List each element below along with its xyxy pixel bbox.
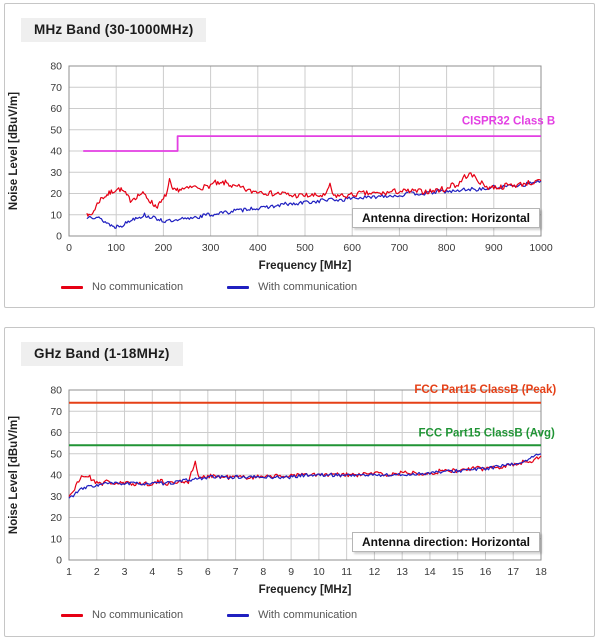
svg-text:50: 50 <box>50 448 62 460</box>
ghz-band-panel: GHz Band (1-18MHz) 1 2 3 4 5 6 7 8 9 10 11 12 13 14 15… <box>4 327 595 637</box>
plot-area-border <box>68 389 542 561</box>
svg-text:5: 5 <box>177 566 183 578</box>
antenna-direction-note: Antenna direction: Horizontal <box>352 208 540 228</box>
svg-text:4: 4 <box>149 566 155 578</box>
svg-text:12: 12 <box>369 566 381 578</box>
series-line <box>83 135 541 152</box>
svg-text:1000: 1000 <box>529 242 553 254</box>
svg-text:14: 14 <box>424 566 436 578</box>
mhz-chart-canvas: 0 100 200 300 400 500 600 700 800 900 1000 0 10 20 30 4… <box>8 61 555 273</box>
no-communication-swatch <box>61 285 83 289</box>
svg-text:11: 11 <box>341 566 352 578</box>
svg-text:9: 9 <box>288 566 294 578</box>
svg-text:15: 15 <box>452 566 464 578</box>
svg-text:80: 80 <box>50 385 62 397</box>
ghz-panel-title: GHz Band (1-18MHz) <box>21 342 183 366</box>
svg-text:0: 0 <box>56 555 62 567</box>
antenna-direction-note: Antenna direction: Horizontal <box>352 532 540 552</box>
no-communication-swatch <box>61 613 83 617</box>
svg-text:700: 700 <box>391 242 409 254</box>
legend-item-no-communication: No communication <box>61 609 183 621</box>
svg-text:70: 70 <box>50 406 62 418</box>
svg-text:50: 50 <box>50 124 62 136</box>
ghz-chart-legend: No communication With communication <box>61 609 357 621</box>
series-line <box>68 455 542 497</box>
svg-text:16: 16 <box>480 566 492 578</box>
svg-text:60: 60 <box>50 103 62 115</box>
ghz-chart-canvas: 1 2 3 4 5 6 7 8 9 10 11 12 13 14 15 16 17 180102030405060… <box>8 384 556 596</box>
svg-text:200: 200 <box>155 242 173 254</box>
with-communication-swatch <box>227 285 250 289</box>
limit-line-label: FCC Part15 ClassB (Avg) <box>419 427 556 439</box>
limit-line-label: FCC Part15 ClassB (Peak) <box>414 384 556 396</box>
svg-text:10: 10 <box>313 566 325 578</box>
legend-label: With communication <box>258 609 358 621</box>
legend-item-with-communication: With communication <box>227 281 357 293</box>
mhz-band-panel: MHz Band (30-1000MHz) 0 100 200 300 400 500 60… <box>4 3 595 308</box>
svg-text:0: 0 <box>66 242 72 254</box>
mhz-chart-legend: No communication With communication <box>61 281 357 293</box>
svg-text:7: 7 <box>233 566 239 578</box>
svg-text:800: 800 <box>438 242 456 254</box>
y-axis-label: Noise Level [dBuV/m] <box>8 416 20 534</box>
legend-item-with-communication: With communication <box>227 609 357 621</box>
svg-text:17: 17 <box>507 566 519 578</box>
series-line <box>86 180 542 229</box>
limit-line-label: CISPR32 Class B <box>462 115 555 127</box>
svg-text:40: 40 <box>50 470 62 482</box>
series-line <box>86 172 542 217</box>
legend-label: No communication <box>92 609 184 621</box>
svg-text:18: 18 <box>535 566 547 578</box>
svg-text:2: 2 <box>94 566 100 578</box>
svg-text:100: 100 <box>107 242 125 254</box>
tick-labels: 1 2 3 4 5 6 7 8 9 10 11 12 13 14 15 16 17 180102030405060… <box>50 385 547 579</box>
x-axis-label: Frequency [MHz] <box>259 584 352 596</box>
svg-text:6: 6 <box>205 566 211 578</box>
svg-text:80: 80 <box>50 61 62 73</box>
svg-text:400: 400 <box>249 242 267 254</box>
svg-text:13: 13 <box>396 566 408 578</box>
legend-label: No communication <box>92 281 184 293</box>
mhz-panel-title: MHz Band (30-1000MHz) <box>21 18 207 42</box>
svg-text:600: 600 <box>343 242 361 254</box>
x-axis-label: Frequency [MHz] <box>259 260 352 272</box>
svg-text:900: 900 <box>485 242 503 254</box>
legend-label: With communication <box>258 281 358 293</box>
svg-text:8: 8 <box>260 566 266 578</box>
series-line <box>68 453 542 499</box>
with-communication-swatch <box>227 613 250 617</box>
legend-item-no-communication: No communication <box>61 281 183 293</box>
svg-text:10: 10 <box>50 209 62 221</box>
svg-text:70: 70 <box>50 82 62 94</box>
svg-text:10: 10 <box>50 533 62 545</box>
svg-text:30: 30 <box>50 167 62 179</box>
svg-text:300: 300 <box>202 242 220 254</box>
tick-labels: 0 100 200 300 400 500 600 700 800 900 1000 0 10 20 30 4… <box>50 61 553 255</box>
svg-text:20: 20 <box>50 512 62 524</box>
y-axis-label: Noise Level [dBuV/m] <box>8 92 20 210</box>
svg-text:20: 20 <box>50 188 62 200</box>
svg-text:0: 0 <box>56 231 62 243</box>
svg-text:3: 3 <box>122 566 128 578</box>
plot-area-border <box>68 65 542 237</box>
svg-text:500: 500 <box>296 242 314 254</box>
svg-text:30: 30 <box>50 491 62 503</box>
svg-text:60: 60 <box>50 427 62 439</box>
svg-text:40: 40 <box>50 146 62 158</box>
svg-text:1: 1 <box>66 566 72 578</box>
